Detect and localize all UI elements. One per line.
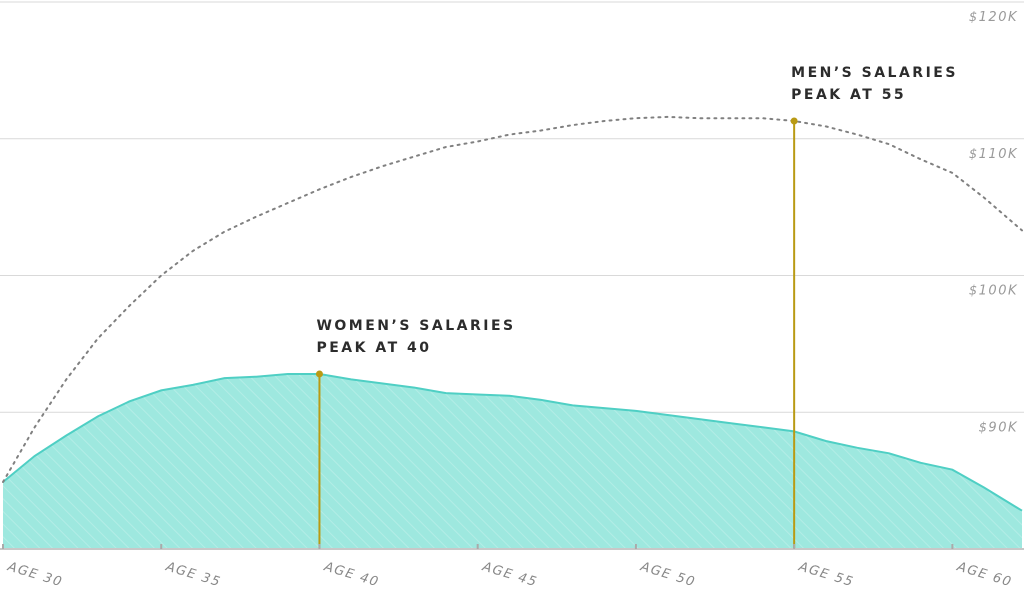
men-salary-line: [2, 115, 1023, 483]
peak-marker-dot: [315, 370, 323, 378]
x-tick-label: AGE 45: [480, 559, 540, 590]
peak-annotation-text: PEAK AT 55: [791, 87, 906, 103]
x-tick-label: AGE 40: [321, 559, 381, 590]
y-tick-label: $90K: [979, 420, 1018, 435]
y-tick-label: $100K: [969, 284, 1018, 299]
peak-annotation-text: PEAK AT 40: [316, 340, 431, 356]
plot-area: [2, 115, 1023, 549]
x-tick-label: AGE 30: [5, 559, 65, 590]
y-tick-label: $110K: [969, 147, 1018, 162]
peak-marker-dot: [790, 117, 798, 125]
x-tick-label: AGE 50: [638, 559, 698, 590]
women-salary-area: [3, 374, 1022, 549]
peak-annotation-text: MEN’S SALARIES: [791, 65, 958, 81]
peak-annotation-text: WOMEN’S SALARIES: [316, 318, 515, 334]
y-tick-label: $120K: [969, 10, 1018, 25]
x-tick-label: AGE 60: [954, 559, 1014, 590]
women-salary-line: [2, 373, 1023, 512]
x-tick-label: AGE 35: [163, 559, 223, 590]
annotations: WOMEN’S SALARIES PEAK AT 40 MEN’S SALARIES…: [315, 65, 958, 549]
x-tick-label: AGE 55: [796, 559, 856, 590]
gridlines: [0, 1, 1024, 413]
